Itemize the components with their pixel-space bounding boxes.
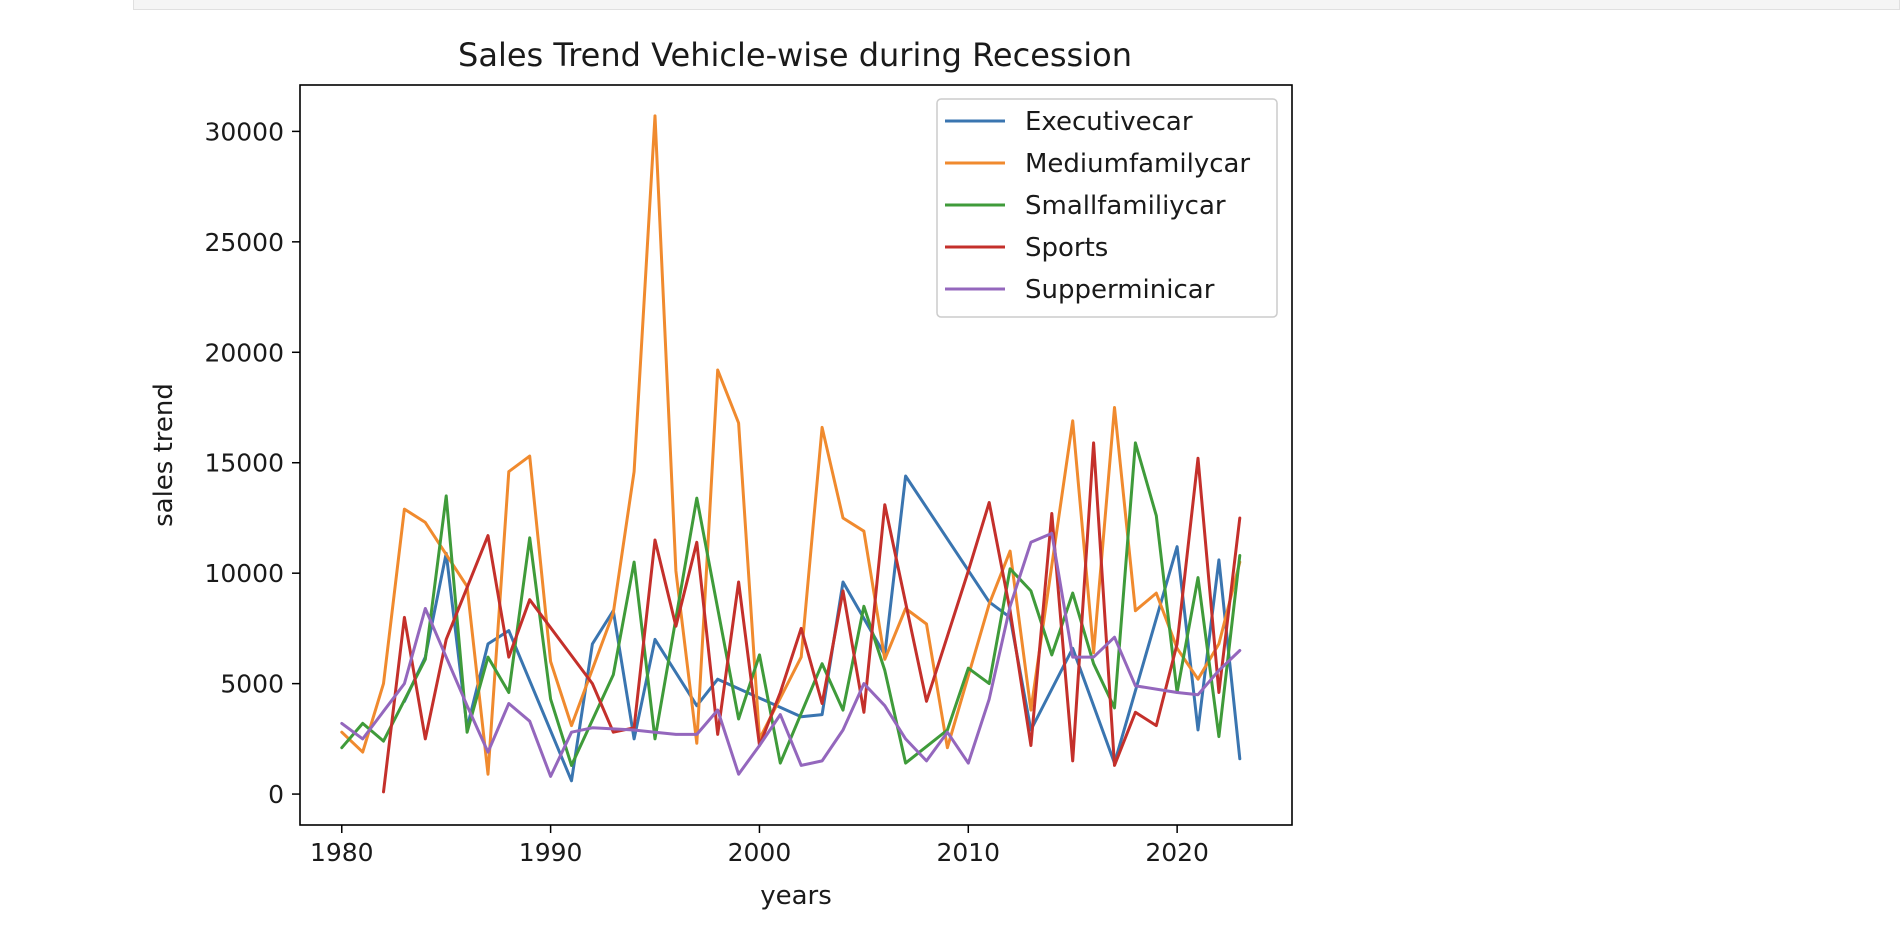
y-tick-label-3: 15000 (204, 449, 284, 478)
chart-title: Sales Trend Vehicle-wise during Recessio… (458, 36, 1132, 74)
y-tick-label-6: 30000 (204, 117, 284, 146)
y-tick-label-1: 5000 (220, 670, 284, 699)
y-tick-label-2: 10000 (204, 559, 284, 588)
y-tick-label-5: 25000 (204, 228, 284, 257)
legend: Executivecar Mediumfamilycar Smallfamiliyc… (936, 98, 1278, 318)
legend-label-0: Executivecar (1025, 107, 1193, 137)
legend-label-1: Mediumfamilycar (1025, 149, 1250, 179)
series-line-3 (382, 441, 1242, 794)
y-tick-label-0: 0 (268, 780, 284, 809)
legend-label-4: Supperminicar (1025, 275, 1215, 305)
x-tick-label-3: 2010 (936, 838, 1000, 867)
x-tick-label-0: 1980 (310, 838, 374, 867)
series-line-0 (402, 474, 1242, 783)
series-line-1 (340, 114, 1242, 776)
legend-label-2: Smallfamiliycar (1025, 191, 1226, 221)
x-axis: 1980 1990 2000 2010 2020 (310, 825, 1209, 867)
legend-box (936, 98, 1278, 318)
legend-label-3: Sports (1025, 233, 1108, 263)
y-axis: 0 5000 10000 15000 20000 25000 30000 (204, 117, 300, 809)
x-tick-label-2: 2000 (728, 838, 792, 867)
x-tick-label-4: 2020 (1145, 838, 1209, 867)
series-line-4 (340, 531, 1242, 778)
series-layer (340, 114, 1242, 794)
y-tick-label-4: 20000 (204, 338, 284, 367)
x-tick-label-1: 1990 (519, 838, 583, 867)
x-axis-label: years (760, 881, 832, 911)
y-axis-label: sales trend (149, 383, 179, 527)
plot-frame (299, 84, 1293, 826)
